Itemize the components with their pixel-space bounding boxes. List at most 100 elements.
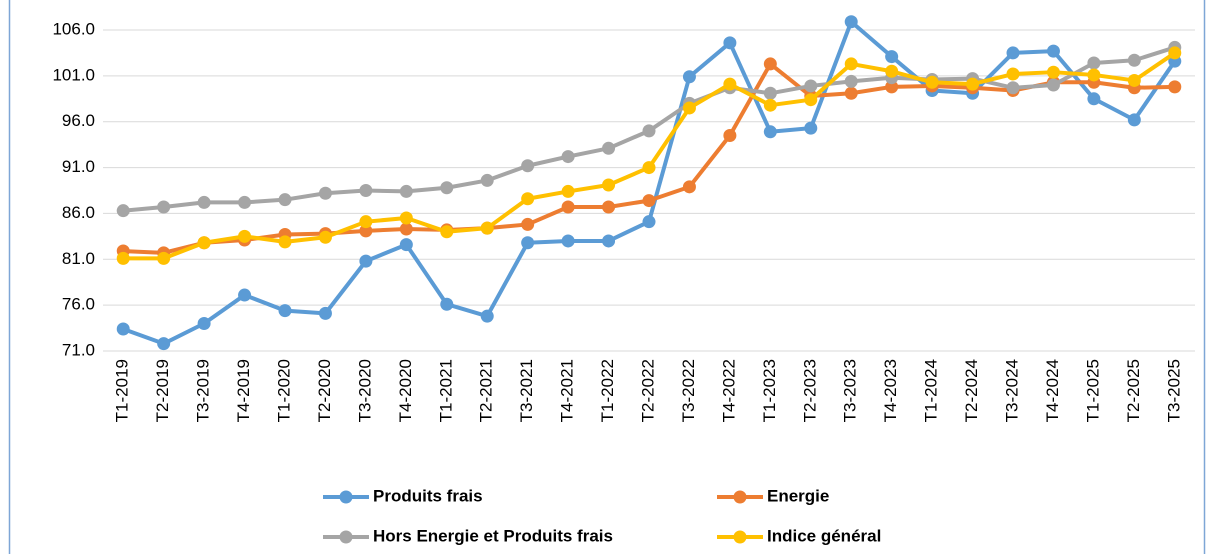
data-point — [885, 80, 899, 94]
x-tick-label: T2-2021 — [477, 359, 496, 422]
data-point — [723, 36, 737, 50]
data-point — [1006, 81, 1020, 95]
data-point — [440, 181, 454, 195]
data-point — [642, 215, 656, 229]
legend-label: Energie — [767, 486, 829, 505]
data-point — [399, 211, 413, 225]
x-tick-label: T1-2019 — [113, 359, 132, 422]
data-point — [1087, 56, 1101, 70]
chart-frame — [8, 0, 1206, 554]
data-point — [1087, 68, 1101, 82]
x-tick-label: T4-2023 — [881, 359, 900, 422]
data-point — [642, 194, 656, 208]
legend-label: Indice général — [767, 526, 881, 545]
data-point — [763, 86, 777, 100]
legend-marker — [733, 530, 747, 544]
data-point — [561, 200, 575, 214]
data-point — [804, 93, 818, 107]
y-tick-label: 76.0 — [62, 295, 95, 314]
data-point — [844, 57, 858, 71]
data-point — [682, 101, 696, 115]
x-tick-label: T3-2023 — [841, 359, 860, 422]
data-point — [480, 173, 494, 187]
y-tick-label: 81.0 — [62, 249, 95, 268]
data-point — [238, 288, 252, 302]
data-point — [642, 161, 656, 175]
data-point — [804, 121, 818, 135]
data-point — [238, 195, 252, 209]
data-point — [723, 77, 737, 91]
data-point — [844, 86, 858, 100]
x-tick-label: T3-2024 — [1002, 359, 1021, 422]
legend-marker — [733, 490, 747, 504]
data-point — [561, 150, 575, 164]
data-point — [318, 186, 332, 200]
data-point — [844, 15, 858, 29]
legend-label: Produits frais — [373, 486, 483, 505]
x-tick-label: T2-2023 — [800, 359, 819, 422]
data-point — [521, 236, 535, 250]
data-point — [278, 235, 292, 249]
data-point — [278, 304, 292, 318]
data-point — [1006, 46, 1020, 60]
data-point — [1087, 92, 1101, 106]
data-point — [399, 238, 413, 252]
x-tick-label: T2-2020 — [315, 359, 334, 422]
x-tick-label: T2-2022 — [638, 359, 657, 422]
x-tick-label: T4-2022 — [719, 359, 738, 422]
data-point — [359, 184, 373, 197]
data-point — [1046, 44, 1060, 58]
data-point — [885, 50, 899, 64]
data-point — [116, 204, 130, 218]
data-point — [763, 125, 777, 139]
data-point — [238, 229, 252, 243]
data-point — [359, 215, 373, 229]
data-point — [1006, 67, 1020, 81]
data-point — [682, 70, 696, 84]
x-tick-label: T3-2019 — [194, 359, 213, 422]
data-point — [844, 74, 858, 88]
x-tick-label: T1-2020 — [274, 359, 293, 422]
data-point — [197, 195, 211, 209]
data-point — [763, 57, 777, 71]
data-point — [480, 221, 494, 235]
data-point — [157, 251, 171, 265]
y-tick-label: 86.0 — [62, 203, 95, 222]
data-point — [1046, 65, 1060, 79]
data-point — [966, 77, 980, 91]
data-point — [1127, 113, 1141, 127]
y-tick-label: 96.0 — [62, 111, 95, 130]
data-point — [197, 316, 211, 330]
data-point — [602, 178, 616, 192]
data-point — [602, 200, 616, 214]
data-point — [602, 141, 616, 155]
data-point — [1168, 80, 1182, 94]
data-point — [763, 98, 777, 112]
data-point — [682, 180, 696, 194]
x-tick-label: T3-2022 — [679, 359, 698, 422]
data-point — [1046, 78, 1060, 92]
data-point — [440, 297, 454, 311]
data-point — [804, 79, 818, 93]
data-point — [602, 234, 616, 248]
legend-marker — [339, 490, 353, 504]
data-point — [561, 184, 575, 198]
data-point — [642, 124, 656, 138]
data-point — [278, 193, 292, 207]
x-tick-label: T1-2021 — [436, 359, 455, 422]
x-tick-label: T4-2021 — [558, 359, 577, 422]
data-point — [1127, 53, 1141, 67]
data-point — [318, 306, 332, 320]
data-point — [925, 75, 939, 89]
data-point — [521, 159, 535, 173]
x-tick-label: T1-2025 — [1083, 359, 1102, 422]
data-point — [1127, 73, 1141, 87]
data-point — [359, 224, 373, 238]
data-point — [399, 184, 413, 198]
data-point — [157, 200, 171, 214]
data-point — [1168, 46, 1182, 60]
x-tick-label: T4-2020 — [396, 359, 415, 422]
data-point — [885, 64, 899, 78]
data-point — [561, 234, 575, 248]
data-point — [116, 251, 130, 265]
